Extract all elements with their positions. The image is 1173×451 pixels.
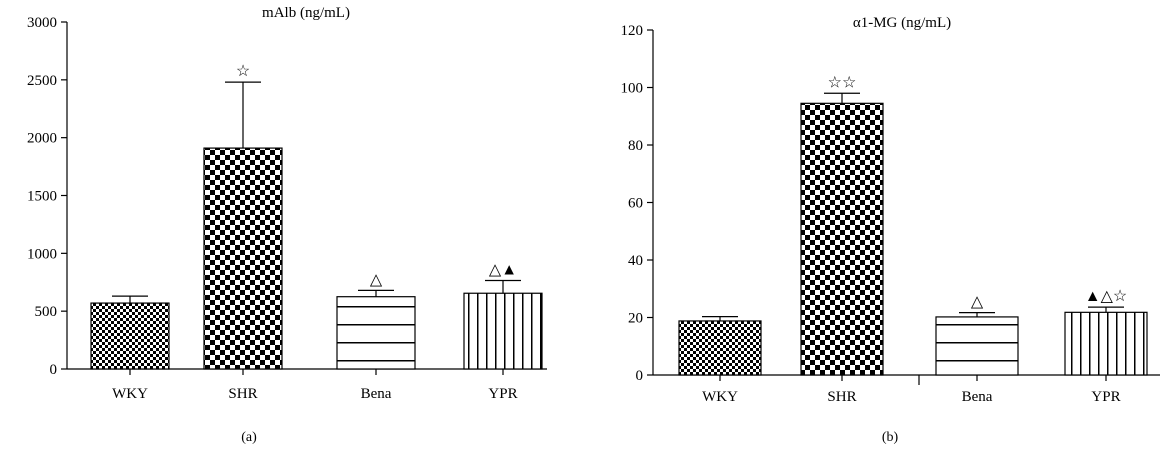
y-tick-label: 3000 <box>27 15 57 31</box>
y-tick-label: 100 <box>621 81 644 97</box>
y-tick-label: 1500 <box>27 189 57 205</box>
bar-shr <box>203 147 283 370</box>
y-tick-label: 500 <box>35 304 58 320</box>
bar-bena <box>336 296 416 370</box>
bar-bena <box>935 316 1019 376</box>
y-tick-label: 2500 <box>27 73 57 89</box>
x-tick-label: YPR <box>488 386 517 402</box>
chart-title: α1-MG (ng/mL) <box>853 15 951 31</box>
significance-marker: △ <box>370 271 383 288</box>
y-tick-label: 2000 <box>27 131 57 147</box>
bar-ypr <box>463 292 543 370</box>
y-tick-label: 40 <box>628 253 643 269</box>
y-tick-label: 60 <box>628 196 643 212</box>
x-tick-label: WKY <box>112 386 148 402</box>
bar-shr <box>800 102 884 376</box>
y-tick-label: 1000 <box>27 246 57 262</box>
y-tick-label: 0 <box>636 368 644 384</box>
x-tick-label: SHR <box>827 389 856 405</box>
chart-title: mAlb (ng/mL) <box>262 5 350 21</box>
panel-label: (a) <box>241 430 257 445</box>
bar-wky <box>90 302 170 370</box>
significance-marker: △▲ <box>489 262 517 279</box>
x-tick-label: WKY <box>702 389 738 405</box>
significance-marker: ☆ <box>236 63 250 80</box>
significance-marker: ▲△☆ <box>1085 288 1127 305</box>
x-tick-label: SHR <box>228 386 257 402</box>
chart-panel-b: α1-MG (ng/mL) 0 20 40 60 80 100 120 WKY SHR ☆☆ Bena… <box>621 15 1160 445</box>
significance-marker: △ <box>971 294 984 311</box>
bar-wky <box>678 320 762 376</box>
x-tick-label: Bena <box>361 386 392 402</box>
panel-label: (b) <box>882 430 899 445</box>
y-tick-label: 80 <box>628 138 643 154</box>
y-tick-label: 0 <box>50 362 58 378</box>
x-tick-label: Bena <box>962 389 993 405</box>
y-tick-label: 20 <box>628 311 643 327</box>
significance-marker: ☆☆ <box>828 74 857 91</box>
bar-ypr <box>1064 311 1148 376</box>
chart-panel-a: mAlb (ng/mL) 0 500 1000 1500 2000 2500 3000 WKY S… <box>27 5 547 445</box>
y-tick-label: 120 <box>621 23 644 39</box>
x-tick-label: YPR <box>1091 389 1120 405</box>
